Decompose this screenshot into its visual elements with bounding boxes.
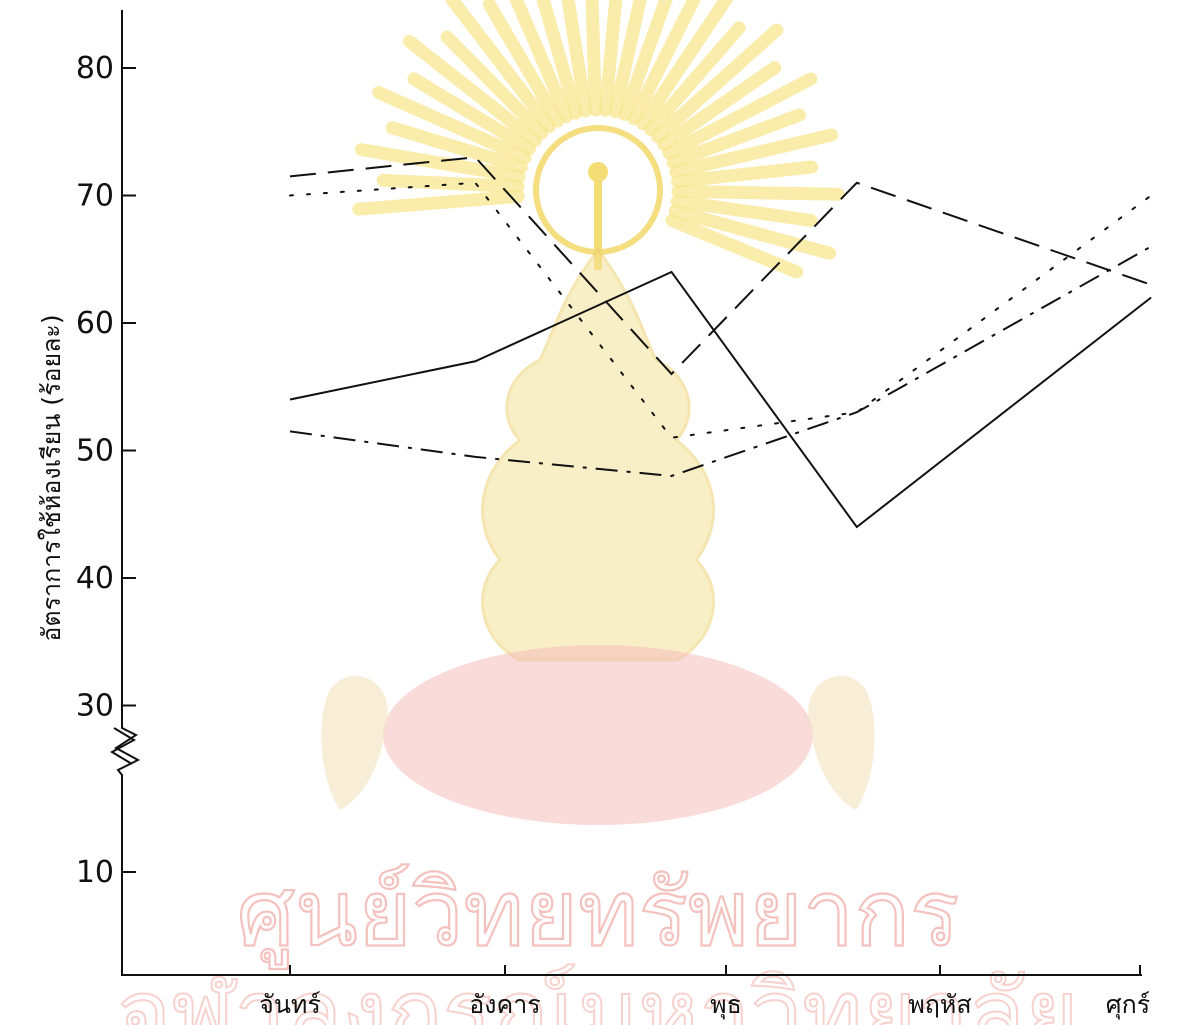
sun-rays-icon [352, 0, 845, 279]
sun-ray [636, 0, 734, 131]
sun-ray [585, 0, 603, 117]
sun-ray [407, 72, 537, 156]
sun-ray [536, 0, 583, 120]
sun-ray [665, 214, 804, 279]
y-tick-label: 60 [76, 306, 114, 341]
sun-ray [482, 0, 565, 128]
sun-ray [666, 108, 807, 169]
y-tick-label: 50 [76, 434, 114, 469]
series-lines [289, 156, 1153, 529]
watermark-text-line2: จุฬาลงกรณ์มหาวิทยาลัย [117, 960, 1078, 1025]
x-category-label: จันทร์ [259, 990, 321, 1019]
sun-ray [670, 194, 818, 227]
emblem-orb-icon [588, 162, 608, 182]
sun-ray [644, 21, 746, 137]
x-category-label: พุธ [710, 990, 742, 1020]
sun-ray [608, 0, 647, 119]
x-ticks: จันทร์ อังคาร พุธ พฤหัส ศุกร์ [259, 965, 1150, 1020]
emblem-pedestal-icon [481, 247, 715, 662]
sun-ray [598, 0, 623, 117]
sun-ray [671, 160, 819, 188]
sun-ray [561, 0, 593, 118]
series-line-dashed [289, 156, 1152, 376]
y-tick-label: 10 [76, 855, 114, 890]
sun-ray [671, 184, 845, 201]
emblem-cushion-icon [383, 645, 813, 825]
sun-ray [669, 128, 839, 179]
emblem-staff-icon [594, 180, 602, 270]
series-line-dash-dot [289, 245, 1152, 478]
sun-ray [372, 86, 532, 165]
y-tick-label: 30 [76, 689, 114, 724]
y-tick-label: 80 [76, 51, 114, 86]
sun-ray [668, 204, 837, 260]
sun-ray [627, 0, 701, 126]
axes [109, 10, 1142, 976]
sun-ray [352, 189, 525, 216]
series-line-dotted [289, 181, 1153, 439]
x-category-label: ศุกร์ [1106, 990, 1150, 1020]
sun-ray [657, 61, 782, 151]
y-tick-label: 70 [76, 179, 114, 214]
x-category-label: พฤหัส [908, 990, 971, 1019]
y-axis-line [114, 10, 1142, 976]
sun-ray [385, 121, 528, 174]
sun-ray [376, 173, 525, 193]
sun-ray [651, 23, 784, 144]
y-tick-label: 40 [76, 561, 114, 596]
x-category-label: อังคาร [469, 990, 540, 1019]
emblem-left-tassel-icon [321, 675, 388, 810]
series-line-solid [289, 270, 1152, 529]
sun-ray [403, 34, 542, 147]
watermark-emblem: ศูนย์วิทยทรัพยากร จุฬาลงกรณ์มหาวิทยาลัย [116, 0, 1080, 1025]
sun-ray [618, 0, 673, 122]
sun-ray [445, 0, 556, 134]
sun-ray [354, 143, 526, 184]
watermark-text-line1: ศูนย์วิทยทรัพยากร [237, 860, 960, 969]
y-ticks: 10 30 40 50 60 70 80 [76, 51, 136, 890]
sun-ray [509, 0, 573, 123]
sun-ray [662, 72, 818, 160]
y-axis-break-icon [109, 727, 137, 765]
y-axis-title: อัตราการใช้ห้องเรียน (ร้อยละ) [37, 314, 66, 641]
sun-ray [440, 30, 549, 140]
emblem-right-tassel-icon [808, 675, 875, 810]
